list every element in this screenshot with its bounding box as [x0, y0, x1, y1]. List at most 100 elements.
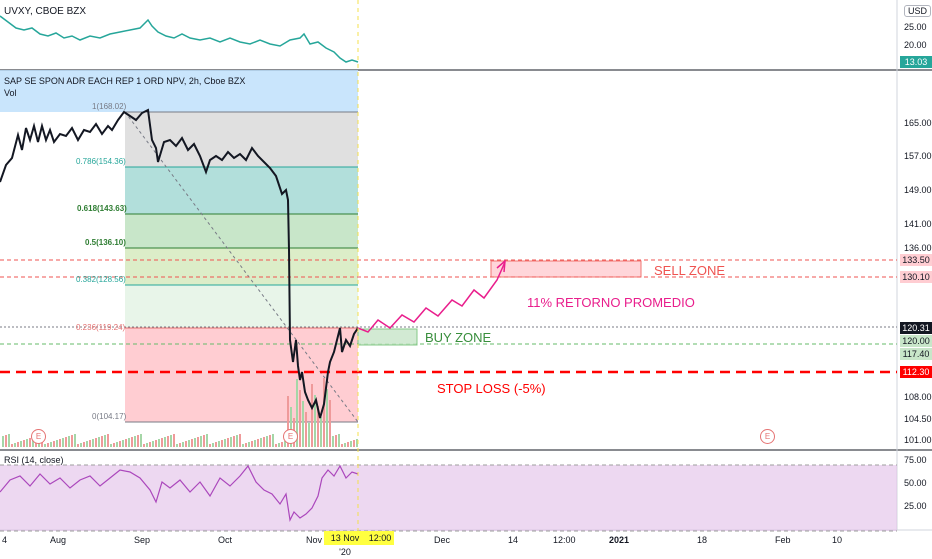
- main-chart-title: SAP SE SPON ADR EACH REP 1 ORD NPV, 2h, …: [4, 76, 246, 86]
- volume-bar: [260, 438, 262, 447]
- volume-bar: [59, 439, 61, 447]
- uvxy-axis-tick: 25.00: [904, 22, 927, 32]
- price-axis-tick: 108.00: [904, 392, 932, 402]
- volume-bar: [23, 440, 25, 447]
- fib-level-label: 1(168.02): [92, 102, 127, 111]
- volume-bar: [131, 437, 133, 447]
- volume-bar: [263, 437, 265, 447]
- time-axis-label: Sep: [134, 535, 151, 545]
- fib-zone: [125, 214, 358, 248]
- volume-bar: [68, 436, 70, 447]
- time-axis-label: 14: [508, 535, 519, 545]
- currency-badge[interactable]: USD: [904, 5, 932, 17]
- price-tag-sell-top: 133.50: [900, 254, 932, 266]
- volume-bar: [137, 435, 139, 447]
- volume-bar: [227, 438, 229, 447]
- earnings-marker[interactable]: E: [31, 429, 46, 444]
- rsi-band: [0, 465, 897, 531]
- crosshair-date-label: 13 Nov '20: [324, 531, 366, 557]
- volume-bar: [86, 441, 88, 447]
- time-axis-label: 10: [832, 535, 843, 545]
- projection-arrowhead: [496, 259, 506, 273]
- volume-bar: [65, 437, 67, 447]
- fib-level-label: 0.236(119.24): [76, 323, 126, 332]
- volume-bar: [356, 439, 358, 447]
- volume-bar: [116, 442, 118, 447]
- rsi-series[interactable]: [0, 464, 359, 522]
- volume-bar: [281, 442, 283, 447]
- volume-bar: [194, 438, 196, 447]
- uvxy-axis-tick: 20.00: [904, 40, 927, 50]
- volume-bar: [107, 434, 109, 447]
- volume-bar: [134, 436, 136, 447]
- uvxy-title: UVXY, CBOE BZX: [4, 6, 87, 17]
- volume-bar: [110, 444, 112, 447]
- volume-bar: [317, 406, 319, 447]
- price-axis-tick: 101.00: [904, 435, 932, 445]
- volume-bar: [29, 438, 31, 447]
- volume-bar: [269, 435, 271, 447]
- volume-bar: [185, 441, 187, 447]
- volume-bar: [74, 434, 76, 447]
- time-axis-label: 4: [2, 535, 8, 545]
- volume-bar: [17, 442, 19, 447]
- fib-trend-line[interactable]: [124, 111, 359, 423]
- fib-zone: [125, 112, 358, 167]
- volume-bar: [158, 439, 160, 447]
- projection-path[interactable]: [357, 261, 506, 333]
- volume-bar: [20, 441, 22, 447]
- volume-bar: [350, 441, 352, 447]
- fib-zone: [125, 285, 358, 328]
- volume-bar: [344, 443, 346, 447]
- price-tag-buy-bottom: 117.40: [900, 348, 932, 360]
- volume-bar: [251, 441, 253, 447]
- stop-loss-label[interactable]: STOP LOSS (-5%): [437, 381, 546, 396]
- volume-bar: [128, 438, 130, 447]
- volume-bar: [257, 439, 259, 447]
- volume-bar: [314, 395, 316, 447]
- volume-indicator-label: Vol: [4, 88, 17, 98]
- volume-bar: [332, 436, 334, 447]
- sell-zone-box[interactable]: [490, 260, 642, 278]
- fib-retracement-tool[interactable]: [0, 70, 359, 423]
- volume-bar: [200, 436, 202, 447]
- volume-bar: [347, 442, 349, 447]
- volume-bar: [308, 423, 310, 447]
- volume-bar: [77, 444, 79, 447]
- volume-bar: [143, 444, 145, 447]
- price-series[interactable]: [0, 108, 359, 419]
- rsi-title: RSI (14, close): [4, 455, 64, 465]
- volume-bar: [50, 442, 52, 447]
- fib-level-label: 0.5(136.10): [85, 238, 126, 247]
- volume-bar: [47, 443, 49, 447]
- volume-bar: [233, 436, 235, 447]
- earnings-marker[interactable]: E: [760, 429, 775, 444]
- volume-bar: [284, 441, 286, 447]
- fib-zone: [0, 70, 358, 112]
- volume-bar: [155, 440, 157, 447]
- volume-bar: [83, 442, 85, 447]
- volume-bar: [302, 401, 304, 447]
- volume-bar: [170, 435, 172, 447]
- rsi-axis-tick: 75.00: [904, 455, 927, 465]
- uvxy-series[interactable]: [0, 15, 359, 63]
- time-axis-label: 2021: [609, 535, 630, 545]
- earnings-marker[interactable]: E: [283, 429, 298, 444]
- volume-bar: [53, 441, 55, 447]
- fib-level-label: 0.786(154.36): [76, 157, 126, 166]
- buy-zone-label[interactable]: BUY ZONE: [425, 330, 492, 345]
- volume-bar: [305, 412, 307, 447]
- volume-series: [2, 378, 358, 447]
- volume-bar: [206, 434, 208, 447]
- crosshair-time-label: 12:00: [366, 531, 394, 545]
- volume-bar: [95, 438, 97, 447]
- volume-bar: [326, 389, 328, 447]
- price-tag-sell-bottom: 130.10: [900, 271, 932, 283]
- volume-bar: [176, 444, 178, 447]
- target-return-label[interactable]: 11% RETORNO PROMEDIO: [527, 295, 695, 310]
- volume-bar: [188, 440, 190, 447]
- sell-zone-label[interactable]: SELL ZONE: [654, 263, 726, 278]
- volume-bar: [209, 444, 211, 447]
